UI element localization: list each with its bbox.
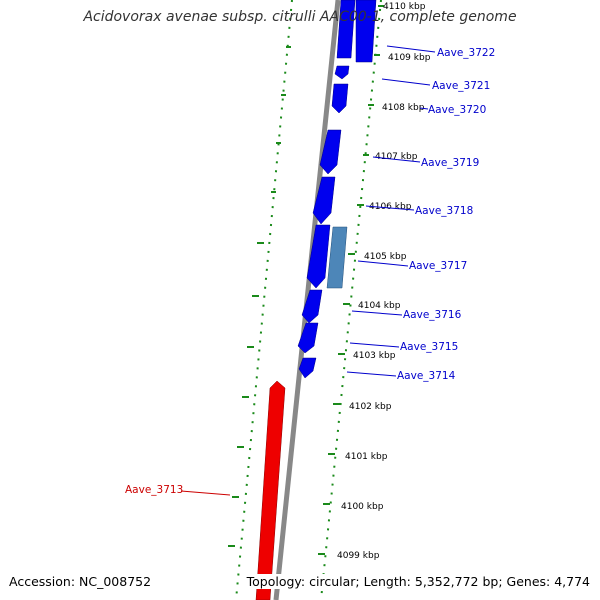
tick-label: 4106 kbp	[369, 202, 412, 212]
tick-label: 4105 kbp	[364, 252, 407, 262]
tick-label: 4103 kbp	[353, 351, 396, 361]
gene-aave-3720	[331, 83, 349, 114]
gene-label: Aave_3713	[125, 484, 183, 496]
tick-label: 4101 kbp	[345, 452, 388, 462]
gene-aave-3716	[301, 289, 323, 324]
gene-label: Aave_3717	[409, 260, 467, 272]
tick-labels: 4110 kbp 4109 kbp 4108 kbp 4107 kbp 4106…	[337, 2, 431, 561]
inner-track-dashes	[228, 46, 291, 547]
gene-aave-3714	[298, 357, 317, 379]
gene-label: Aave_3720	[428, 104, 486, 116]
gene-label: Aave_3714	[397, 370, 456, 382]
accession-text: Accession: NC_008752	[7, 574, 154, 589]
gene-label: Aave_3716	[403, 309, 462, 321]
inner-dotted-track	[235, 0, 293, 600]
gene-label: Aave_3721	[432, 80, 490, 92]
gene-aave-3717-highlight	[326, 226, 348, 289]
gene-aave-3721	[334, 65, 350, 80]
tick-label: 4110 kbp	[383, 2, 426, 12]
gene-aave-3722-b	[336, 0, 356, 59]
gene-aave-3717-a	[306, 224, 331, 289]
outer-track-dashes	[318, 5, 384, 555]
tick-label: 4102 kbp	[349, 402, 392, 412]
gene-labels: Aave_3722 Aave_3721 Aave_3720 Aave_3719 …	[125, 47, 495, 496]
topology-text: Topology: circular; Length: 5,352,772 bp…	[244, 574, 592, 589]
tick-label: 4108 kbp	[382, 103, 425, 113]
gene-label: Aave_3722	[437, 47, 495, 59]
gene-label: Aave_3719	[421, 157, 479, 169]
gene-aave-3719	[319, 129, 342, 175]
tick-label: 4100 kbp	[341, 502, 384, 512]
tick-label: 4109 kbp	[388, 53, 431, 63]
outer-dotted-track	[320, 0, 382, 600]
genome-title: Acidovorax avenae subsp. citrulli AAC00-…	[83, 9, 517, 25]
gene-aave-3718	[312, 176, 336, 225]
leader-lines	[180, 45, 436, 496]
tick-label: 4107 kbp	[375, 152, 418, 162]
tick-label: 4104 kbp	[358, 301, 401, 311]
forward-genes	[297, 0, 377, 379]
gene-aave-3715	[297, 322, 319, 354]
gene-label: Aave_3718	[415, 205, 473, 217]
tick-label: 4099 kbp	[337, 551, 380, 561]
gene-label: Aave_3715	[400, 341, 458, 353]
gene-aave-3722	[355, 0, 377, 63]
gene-aave-3713	[255, 380, 286, 600]
